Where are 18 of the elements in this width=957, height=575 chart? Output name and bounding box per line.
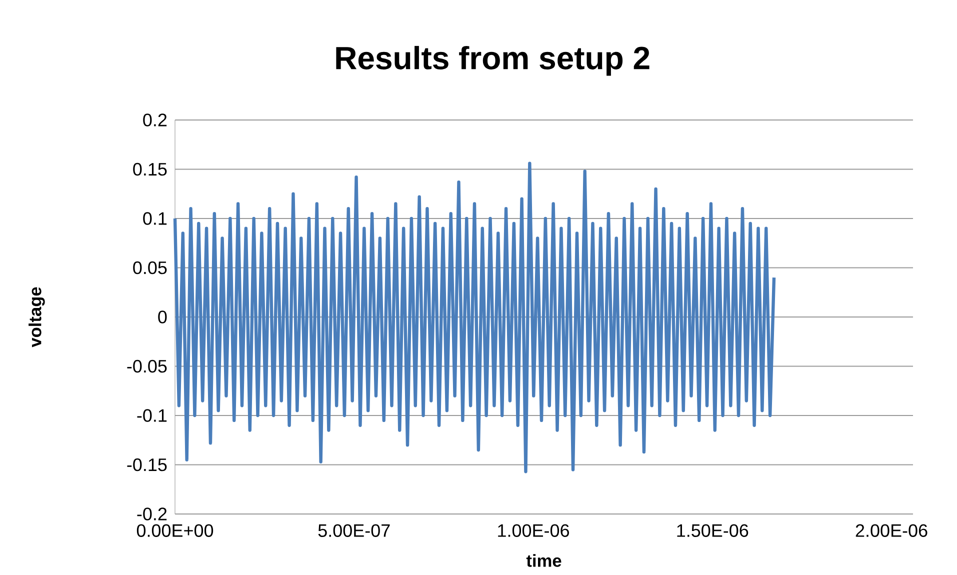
y-tick-label: -0.05 (127, 360, 167, 373)
x-tick-label: 1.00E-06 (498, 524, 569, 537)
chart-title: Results from setup 2 (336, 46, 650, 76)
y-tick-label: -0.15 (127, 458, 167, 472)
y-axis-title: voltage (28, 287, 45, 348)
y-tick-label: 0.2 (143, 114, 167, 126)
y-tick-label: 0.15 (133, 162, 167, 176)
x-tick-label: 0.00E+00 (136, 524, 214, 537)
y-tick-label: -0.2 (137, 508, 167, 520)
y-tick-label: 0.05 (133, 261, 167, 274)
y-tick-label: 0 (158, 310, 167, 324)
y-tick-label: 0.1 (143, 212, 167, 225)
x-tick-label: 5.00E-07 (318, 524, 390, 537)
x-tick-label: 2.00E-06 (856, 524, 928, 537)
y-tick-label: -0.1 (137, 409, 167, 422)
x-tick-label: 1.50E-06 (677, 524, 748, 537)
line-series (173, 162, 776, 474)
x-axis-title: time (526, 554, 562, 567)
